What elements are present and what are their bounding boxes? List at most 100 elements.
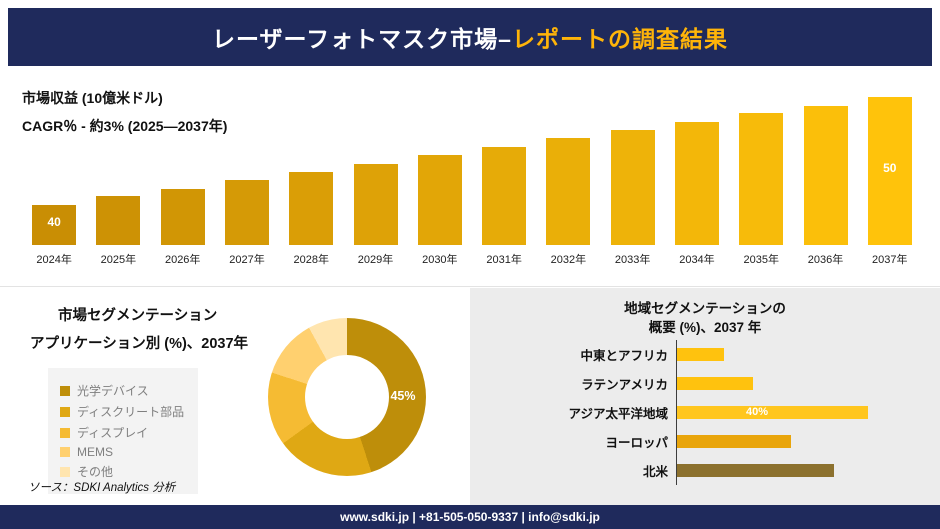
legend-item: その他	[60, 463, 186, 480]
region-label: 中東とアフリカ	[580, 349, 668, 363]
revenue-bar	[803, 106, 848, 245]
legend-swatch	[60, 406, 70, 417]
region-bar	[676, 377, 753, 390]
revenue-x-tick: 2024年	[36, 254, 72, 266]
region-bar	[676, 464, 834, 477]
region-bar-track	[676, 377, 930, 390]
regional-title-line1: 地域セグメンテーションの	[624, 301, 786, 316]
revenue-x-tick: 2032年	[550, 254, 587, 266]
revenue-bar-slot	[536, 95, 600, 245]
revenue-x-tick: 2029年	[357, 254, 394, 266]
revenue-bar	[610, 130, 655, 245]
legend-swatch	[60, 466, 70, 477]
revenue-bar: 50	[867, 97, 912, 245]
revenue-bar	[482, 147, 527, 245]
revenue-x-tick: 2026年	[164, 254, 201, 266]
revenue-bar-slot: 50	[858, 95, 922, 245]
legend-swatch	[60, 427, 70, 438]
region-bar	[676, 435, 791, 448]
revenue-bar	[739, 113, 784, 245]
region-label: ヨーロッパ	[605, 436, 668, 450]
legend-label: 光学デバイス	[77, 384, 149, 398]
legend-item: 光学デバイス	[60, 382, 186, 399]
application-segmentation-section: 市場セグメンテーション アプリケーション別 (%)、2037年 光学デバイス ディ…	[0, 288, 469, 505]
regional-axis-line	[676, 340, 677, 485]
revenue-x-tick: 2030年	[422, 254, 458, 266]
region-row: ヨーロッパ	[484, 427, 930, 456]
revenue-x-tick: 2027年	[229, 254, 265, 266]
revenue-bar-value: 50	[883, 161, 897, 175]
revenue-bar	[224, 180, 269, 245]
source-note: ソース：SDKI Analytics 分析	[28, 482, 176, 494]
region-label: 北米	[642, 465, 668, 479]
legend-label: その他	[77, 465, 114, 479]
regional-bars-plot: 中東とアフリカ ラテンアメリカアジア太平洋地域 40% ヨーロッパ北米	[484, 340, 930, 485]
region-row: 中東とアフリカ	[484, 340, 930, 369]
footer-bar: www.sdki.jp | +81-505-050-9337 | info@sd…	[0, 505, 940, 529]
revenue-bar-slot	[408, 95, 472, 245]
revenue-bar	[289, 172, 334, 245]
revenue-x-tick: 2033年	[614, 254, 651, 266]
segmentation-subtitle: アプリケーション別 (%)、2037年	[30, 336, 249, 352]
revenue-bar-value: 40	[47, 215, 61, 229]
revenue-x-tick: 2025年	[100, 254, 137, 266]
revenue-bar-slot	[601, 95, 665, 245]
revenue-bars-plot: 40 50	[22, 95, 922, 245]
legend-item: ディスプレイ	[60, 424, 186, 441]
legend-item: ディスクリート部品	[60, 403, 186, 420]
revenue-bar	[353, 164, 398, 245]
revenue-bar-slot	[151, 95, 215, 245]
region-label: ラテンアメリカ	[581, 378, 668, 392]
revenue-x-tick: 2037年	[872, 254, 908, 266]
revenue-bar-slot: 40	[22, 95, 86, 245]
legend-label: ディスプレイ	[77, 426, 149, 440]
region-row: 北米	[484, 456, 930, 485]
revenue-bar	[546, 138, 591, 245]
donut-legend: 光学デバイスディスクリート部品 ディスプレイ MEMS その他	[48, 368, 198, 494]
revenue-x-tick: 2028年	[293, 254, 329, 266]
revenue-x-tick: 2031年	[486, 254, 522, 266]
revenue-chart-cagr: CAGR％ - 約3% (2025―2037年)	[22, 118, 228, 134]
footer-contact: www.sdki.jp | +81-505-050-9337 | info@sd…	[340, 510, 600, 524]
region-label: アジア太平洋地域	[568, 407, 668, 421]
revenue-bar-slot	[86, 95, 150, 245]
revenue-bar	[417, 155, 462, 245]
region-bar-track	[676, 464, 930, 477]
revenue-chart-title: 市場収益 (10億米ドル)	[22, 90, 163, 106]
page-title: レーザーフォトマスク市場–レポートの調査結果	[212, 20, 728, 54]
revenue-x-tick: 2035年	[743, 254, 779, 266]
revenue-bar-slot	[215, 95, 279, 245]
regional-segmentation-section: 地域セグメンテーションの 概要 (%)、2037 年 中東とアフリカ ラテンアメリ…	[470, 288, 940, 505]
revenue-bar-slot	[343, 95, 407, 245]
revenue-bar-slot	[729, 95, 793, 245]
region-bar	[676, 348, 724, 361]
header-banner: レーザーフォトマスク市場–レポートの調査結果	[8, 8, 932, 66]
revenue-x-axis: 2024年 2025年 2026年 2027年 2028年 2029年 2030年 2031年…	[22, 251, 922, 267]
region-bar-value: 40%	[746, 406, 769, 418]
revenue-x-tick: 2036年	[807, 254, 844, 266]
revenue-x-tick: 2034年	[679, 254, 715, 266]
revenue-bar-slot	[665, 95, 729, 245]
region-bar-track: 40%	[676, 406, 930, 419]
legend-item: MEMS	[60, 445, 186, 459]
regional-title-line2: 概要 (%)、2037 年	[648, 319, 762, 335]
segmentation-title: 市場セグメンテーション	[58, 308, 218, 324]
region-bar: 40%	[676, 406, 868, 419]
donut-value-label: 45%	[390, 389, 416, 403]
region-row: ラテンアメリカ	[484, 369, 930, 398]
revenue-bar	[96, 196, 141, 245]
page-title-accent: レポートの調査結果	[511, 26, 728, 52]
region-bar-track	[676, 435, 930, 448]
region-bar-track	[676, 348, 930, 361]
legend-label: MEMS	[77, 445, 113, 459]
donut-hole	[305, 355, 389, 439]
legend-label: ディスクリート部品	[77, 405, 185, 419]
regional-title: 地域セグメンテーションの 概要 (%)、2037 年	[470, 300, 940, 338]
donut-chart: 45%	[268, 318, 426, 476]
revenue-bar: 40	[32, 205, 77, 245]
page-title-main: レーザーフォトマスク市場–	[212, 26, 512, 52]
revenue-bar	[160, 189, 205, 245]
legend-swatch	[60, 385, 70, 396]
revenue-bar-slot	[472, 95, 536, 245]
revenue-bar-slot	[793, 95, 857, 245]
